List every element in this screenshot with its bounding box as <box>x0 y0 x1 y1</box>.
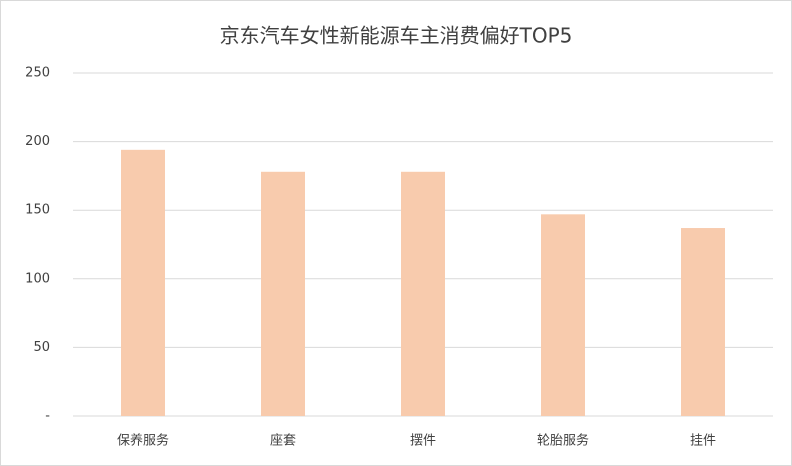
bar <box>541 214 585 416</box>
bar <box>121 149 165 416</box>
y-tick-label: 250 <box>25 66 50 81</box>
x-tick-label: 轮胎服务 <box>537 433 589 449</box>
y-tick-label: 150 <box>25 203 50 218</box>
chart-title: 京东汽车女性新能源车主消费偏好TOP5 <box>220 24 573 48</box>
bar <box>261 171 305 416</box>
x-tick-label: 保养服务 <box>117 433 169 449</box>
x-tick-label: 座套 <box>270 433 296 449</box>
y-tick-label: - <box>45 409 50 424</box>
y-tick-label: 200 <box>25 134 50 149</box>
x-tick-label: 摆件 <box>410 434 436 449</box>
y-tick-label: 50 <box>33 340 50 355</box>
bar <box>681 228 725 416</box>
x-tick-label: 挂件 <box>690 434 716 449</box>
bar <box>401 171 445 416</box>
y-tick-label: 100 <box>25 271 50 286</box>
